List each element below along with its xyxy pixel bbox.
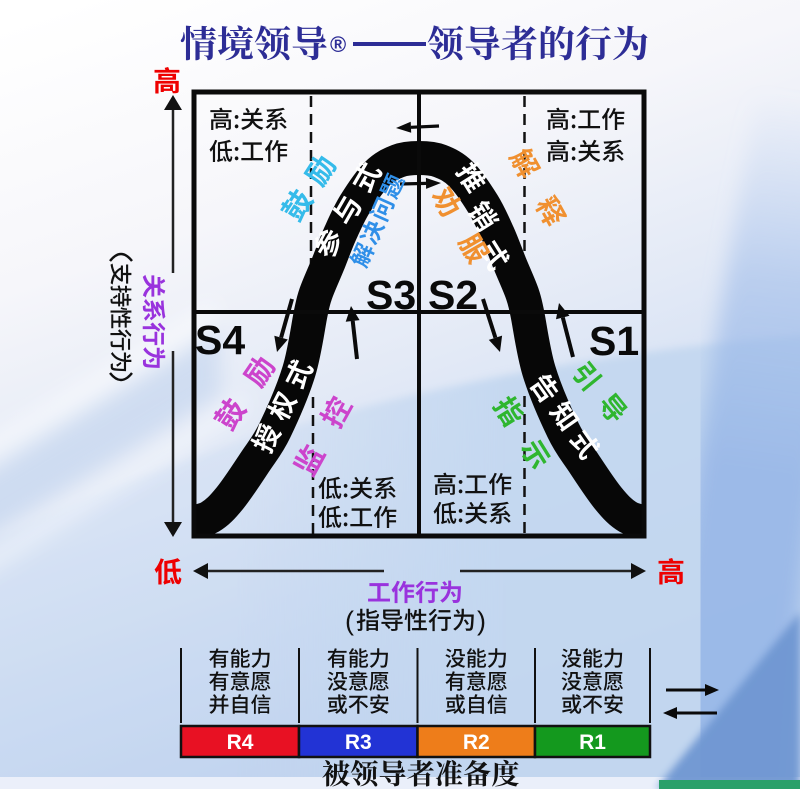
svg-text:®: ®: [330, 32, 346, 57]
svg-text:): ): [477, 606, 486, 636]
svg-text:S1: S1: [589, 318, 639, 364]
svg-text:R3: R3: [345, 731, 372, 754]
svg-text:R2: R2: [463, 731, 490, 754]
svg-text:S3: S3: [366, 272, 416, 318]
svg-text:R4: R4: [227, 731, 254, 754]
svg-text:R1: R1: [579, 731, 606, 754]
svg-text:(: (: [345, 606, 354, 636]
svg-text:S2: S2: [428, 272, 478, 318]
svg-text:S4: S4: [195, 317, 245, 363]
